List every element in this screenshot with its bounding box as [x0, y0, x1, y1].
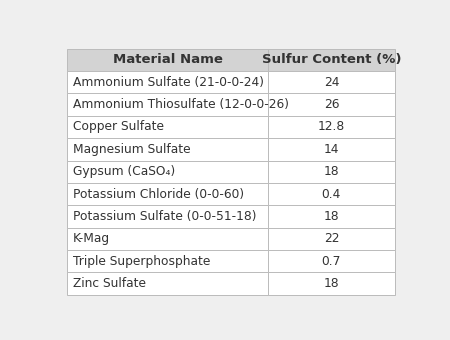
- Text: 24: 24: [324, 76, 339, 89]
- Text: Potassium Chloride (0-0-60): Potassium Chloride (0-0-60): [73, 188, 244, 201]
- Text: 0.7: 0.7: [322, 255, 341, 268]
- Bar: [67, 272, 268, 295]
- Bar: [67, 71, 268, 94]
- Bar: [268, 250, 395, 272]
- Text: 18: 18: [324, 277, 339, 290]
- Text: 12.8: 12.8: [318, 120, 345, 134]
- Text: Ammonium Thiosulfate (12-0-0-26): Ammonium Thiosulfate (12-0-0-26): [73, 98, 289, 111]
- Bar: [67, 228, 268, 250]
- Bar: [67, 116, 268, 138]
- Text: Sulfur Content (%): Sulfur Content (%): [262, 53, 401, 66]
- Text: 18: 18: [324, 210, 339, 223]
- Bar: [67, 49, 268, 71]
- Text: Zinc Sulfate: Zinc Sulfate: [73, 277, 146, 290]
- Bar: [268, 205, 395, 228]
- Bar: [268, 272, 395, 295]
- Text: 14: 14: [324, 143, 339, 156]
- Bar: [268, 94, 395, 116]
- Bar: [268, 116, 395, 138]
- Text: K-Mag: K-Mag: [73, 232, 110, 245]
- Text: 26: 26: [324, 98, 339, 111]
- Text: Ammonium Sulfate (21-0-0-24): Ammonium Sulfate (21-0-0-24): [73, 76, 264, 89]
- Bar: [268, 49, 395, 71]
- Text: Triple Superphosphate: Triple Superphosphate: [73, 255, 210, 268]
- Bar: [67, 183, 268, 205]
- Text: Potassium Sulfate (0-0-51-18): Potassium Sulfate (0-0-51-18): [73, 210, 256, 223]
- Text: 22: 22: [324, 232, 339, 245]
- Text: Material Name: Material Name: [112, 53, 222, 66]
- Bar: [67, 160, 268, 183]
- Text: 18: 18: [324, 165, 339, 178]
- Bar: [268, 228, 395, 250]
- Text: Copper Sulfate: Copper Sulfate: [73, 120, 164, 134]
- Bar: [268, 71, 395, 94]
- Text: Magnesium Sulfate: Magnesium Sulfate: [73, 143, 191, 156]
- Text: Gypsum (CaSO₄): Gypsum (CaSO₄): [73, 165, 175, 178]
- Bar: [67, 94, 268, 116]
- Bar: [67, 205, 268, 228]
- Bar: [67, 250, 268, 272]
- Bar: [268, 160, 395, 183]
- Bar: [67, 138, 268, 160]
- Bar: [268, 138, 395, 160]
- Bar: [268, 183, 395, 205]
- Text: 0.4: 0.4: [322, 188, 341, 201]
